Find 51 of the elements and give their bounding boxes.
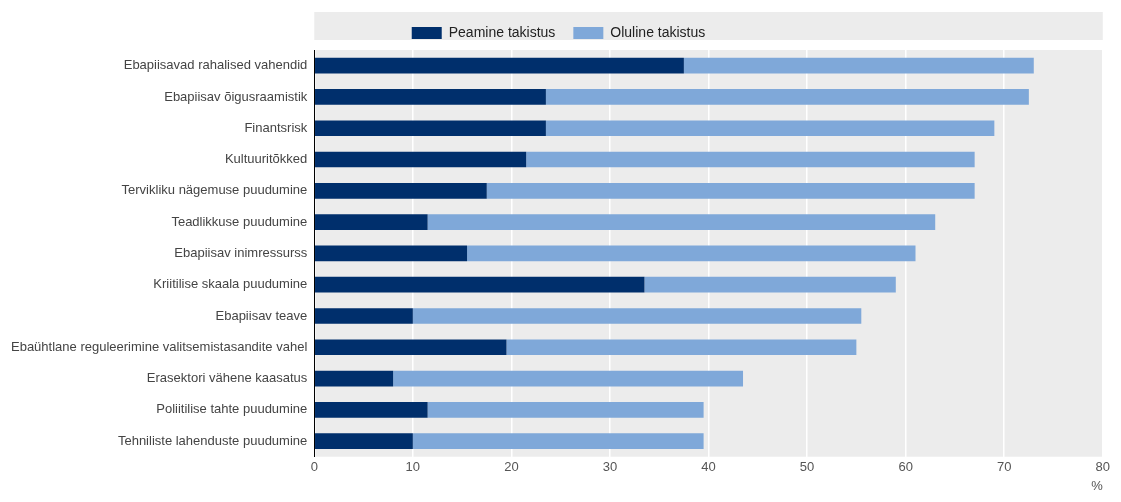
bar bbox=[315, 339, 507, 356]
bar bbox=[427, 214, 936, 230]
y-tick-label: Ebapiisavad rahalised vahendid bbox=[123, 57, 308, 73]
bar bbox=[315, 182, 487, 199]
bar bbox=[545, 89, 1029, 105]
bar bbox=[315, 402, 428, 418]
bar bbox=[315, 57, 684, 74]
y-tick-label: Tehniliste lahenduste puudumine bbox=[117, 432, 308, 448]
x-tick-label: 30 bbox=[602, 459, 618, 475]
bar bbox=[412, 308, 862, 324]
y-tick-label: Ebapiisav teave bbox=[215, 307, 308, 323]
x-tick-label: 10 bbox=[405, 459, 421, 475]
y-tick-label: Ebaühtlane reguleerimine valitsemistasandite vahel bbox=[10, 338, 308, 354]
legend-label: Peamine takistus bbox=[448, 23, 556, 40]
bar bbox=[315, 214, 428, 230]
y-tick-label: Kriitilise skaala puudumine bbox=[153, 276, 308, 292]
y-tick-label: Erasektori vähene kaasatus bbox=[146, 370, 308, 386]
bar bbox=[315, 276, 645, 293]
y-tick-label: Ebapiisav inimressurss bbox=[174, 244, 308, 260]
y-tick-label: Ebapiisav õigusraamistik bbox=[164, 88, 308, 104]
bar bbox=[467, 245, 916, 262]
bar bbox=[393, 370, 744, 387]
bar bbox=[315, 370, 394, 387]
bar bbox=[315, 89, 546, 105]
bar bbox=[315, 433, 413, 449]
x-axis-title: % bbox=[1091, 477, 1104, 493]
legend-label: Oluline takistus bbox=[610, 23, 706, 40]
y-tick-label: Finantsrisk bbox=[244, 119, 308, 135]
bar bbox=[545, 120, 995, 137]
x-tick-label: 60 bbox=[898, 459, 913, 475]
bar bbox=[315, 245, 468, 262]
bar bbox=[486, 182, 975, 199]
bar bbox=[526, 151, 975, 168]
bar bbox=[315, 120, 546, 137]
x-tick-label: 70 bbox=[996, 459, 1012, 475]
y-tick-label: Poliitilise tahte puudumine bbox=[156, 401, 308, 417]
x-tick-label: 20 bbox=[504, 459, 519, 475]
bar bbox=[506, 339, 857, 356]
y-tick-label: Kultuuritõkked bbox=[224, 151, 308, 167]
bar bbox=[644, 276, 896, 293]
bar bbox=[427, 402, 704, 418]
x-tick-label: 80 bbox=[1095, 459, 1110, 475]
bar bbox=[683, 57, 1034, 74]
bar bbox=[412, 433, 704, 449]
y-tick-label: Tervikliku nägemuse puudumine bbox=[121, 182, 308, 198]
bar bbox=[315, 151, 527, 168]
x-tick-label: 0 bbox=[310, 459, 318, 475]
y-tick-label: Teadlikkuse puudumine bbox=[171, 213, 308, 229]
x-tick-label: 40 bbox=[701, 459, 716, 475]
x-tick-label: 50 bbox=[799, 459, 815, 475]
bar bbox=[315, 308, 413, 324]
